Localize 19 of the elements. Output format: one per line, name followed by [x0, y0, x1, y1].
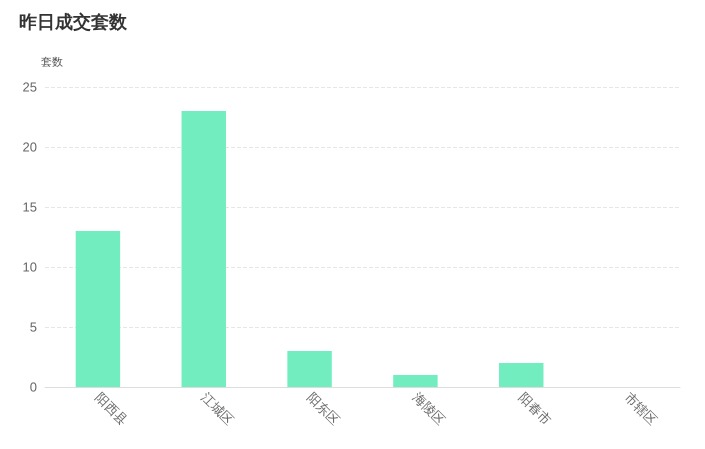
y-tick-label: 25	[22, 80, 37, 94]
y-tick-label: 5	[30, 320, 37, 334]
bar	[499, 363, 544, 387]
x-tick-label: 江城区	[198, 390, 237, 428]
x-tick-label: 阳东区	[304, 390, 342, 428]
x-tick-label: 市辖区	[622, 390, 660, 428]
x-tick-label: 海陵区	[410, 390, 448, 428]
bar	[287, 351, 332, 387]
bar	[393, 375, 438, 387]
x-tick-label: 阳春市	[516, 390, 554, 428]
x-tick-label: 阳西县	[92, 390, 131, 428]
y-tick-label: 10	[22, 260, 37, 274]
bar	[76, 231, 120, 387]
bar	[182, 111, 226, 387]
y-tick-label: 20	[22, 140, 37, 154]
y-tick-label: 0	[30, 380, 37, 394]
y-axis-title: 套数	[41, 56, 63, 68]
chart-title: 昨日成交套数	[19, 12, 128, 32]
y-tick-label: 15	[22, 200, 37, 214]
